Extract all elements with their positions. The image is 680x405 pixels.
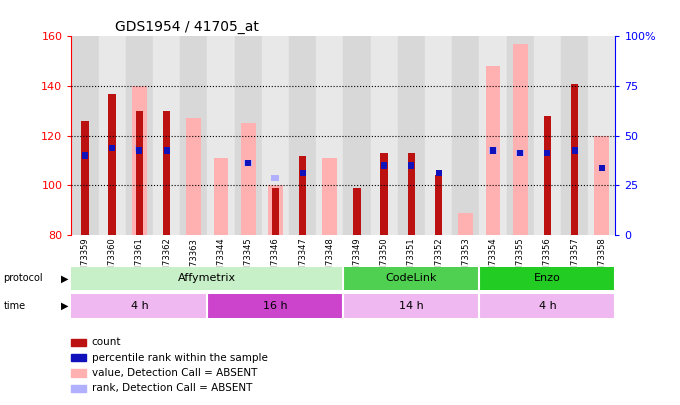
Bar	[71, 36, 99, 235]
Bar	[180, 36, 207, 235]
Bar	[458, 213, 473, 235]
Text: 4 h: 4 h	[539, 301, 556, 311]
Bar	[244, 160, 252, 166]
Bar	[71, 294, 207, 318]
Bar	[507, 36, 534, 235]
Text: count: count	[92, 337, 121, 347]
Bar	[425, 36, 452, 235]
Bar	[489, 147, 497, 153]
Text: ▶: ▶	[61, 301, 69, 311]
Bar	[353, 188, 361, 235]
Text: 16 h: 16 h	[263, 301, 288, 311]
Text: GDS1954 / 41705_at: GDS1954 / 41705_at	[115, 20, 259, 34]
Text: time: time	[3, 301, 26, 311]
Text: CodeLink: CodeLink	[386, 273, 437, 283]
Bar	[71, 267, 343, 290]
Bar	[409, 162, 414, 168]
Bar	[486, 66, 500, 235]
Bar	[407, 153, 415, 235]
Bar	[479, 294, 615, 318]
Bar	[207, 36, 235, 235]
Bar	[513, 44, 528, 235]
Bar	[436, 170, 441, 176]
Bar	[109, 145, 115, 151]
Bar	[380, 153, 388, 235]
Text: Affymetrix: Affymetrix	[178, 273, 237, 283]
Bar	[545, 150, 550, 156]
Bar	[479, 267, 615, 290]
Bar	[381, 162, 387, 168]
Bar	[343, 294, 479, 318]
Bar	[271, 175, 279, 181]
Bar	[371, 36, 398, 235]
Bar	[81, 121, 89, 235]
Bar	[490, 147, 496, 153]
Bar	[543, 116, 551, 235]
Bar	[398, 36, 425, 235]
Bar	[163, 111, 171, 235]
Bar	[534, 36, 561, 235]
Bar	[452, 36, 479, 235]
Text: value, Detection Call = ABSENT: value, Detection Call = ABSENT	[92, 368, 257, 378]
Bar	[137, 147, 142, 153]
Text: protocol: protocol	[3, 273, 43, 283]
Bar	[300, 170, 305, 176]
Text: ▶: ▶	[61, 273, 69, 283]
Text: 14 h: 14 h	[399, 301, 424, 311]
Bar	[164, 147, 169, 153]
Bar	[99, 36, 126, 235]
Bar	[153, 36, 180, 235]
Bar	[599, 165, 605, 171]
Bar	[435, 175, 443, 235]
Bar	[516, 150, 524, 156]
Bar	[245, 160, 251, 166]
Text: rank, Detection Call = ABSENT: rank, Detection Call = ABSENT	[92, 384, 252, 393]
Bar	[235, 36, 262, 235]
Bar	[289, 36, 316, 235]
Bar	[135, 145, 143, 151]
Bar	[241, 123, 256, 235]
Bar	[299, 156, 307, 235]
Bar	[268, 185, 283, 235]
Bar	[271, 188, 279, 235]
Bar	[322, 158, 337, 235]
Bar	[316, 36, 343, 235]
Bar	[214, 158, 228, 235]
Bar	[343, 36, 371, 235]
Text: 4 h: 4 h	[131, 301, 148, 311]
Bar	[588, 36, 615, 235]
Bar	[207, 294, 343, 318]
Bar	[571, 83, 579, 235]
Bar	[479, 36, 507, 235]
Bar	[517, 150, 523, 156]
Bar	[135, 111, 143, 235]
Bar	[572, 147, 577, 153]
Bar	[82, 152, 88, 159]
Bar	[132, 86, 147, 235]
Bar	[126, 36, 153, 235]
Text: percentile rank within the sample: percentile rank within the sample	[92, 353, 268, 362]
Bar	[108, 94, 116, 235]
Text: Enzo: Enzo	[534, 273, 561, 283]
Bar	[594, 136, 609, 235]
Bar	[343, 267, 479, 290]
Bar	[262, 36, 289, 235]
Bar	[186, 118, 201, 235]
Bar	[561, 36, 588, 235]
